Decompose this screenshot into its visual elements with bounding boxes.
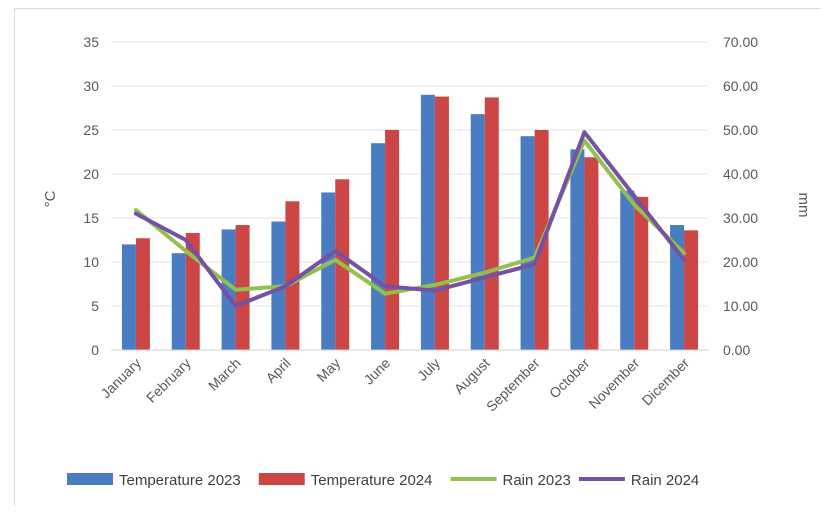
bar-temperature-2024 [285, 201, 300, 350]
y-right-tick-label: 10.00 [723, 298, 758, 314]
bar-temperature-2024 [434, 96, 449, 350]
y-right-tick-label: 30.00 [723, 210, 758, 226]
bar-temperature-2023 [321, 192, 336, 350]
x-tick-label: July [414, 355, 443, 384]
bar-temperature-2024 [634, 196, 649, 350]
bars [121, 94, 699, 350]
line-rain-2023 [133, 138, 687, 296]
legend-label: Rain 2023 [503, 472, 571, 489]
x-tick-label: May [313, 355, 343, 385]
bar-temperature-2023 [620, 190, 635, 350]
legend-label: Rain 2024 [631, 472, 699, 489]
x-tick-label: Dicember [639, 355, 693, 409]
legend-item: Temperature 2023 [67, 472, 241, 489]
rain-lines [133, 130, 687, 308]
y-left-axis-title: °C [42, 190, 59, 207]
legend-label: Temperature 2023 [119, 472, 241, 489]
x-tick-label: February [143, 355, 194, 406]
bar-temperature-2023 [520, 136, 535, 350]
y-right-tick-label: 20.00 [723, 254, 758, 270]
y-right-tick-label: 70.00 [723, 34, 758, 50]
bar-temperature-2024 [185, 232, 200, 350]
x-tick-label: June [360, 355, 393, 388]
y-left-tick-label: 35 [83, 34, 99, 50]
y-left-tick-label: 0 [91, 342, 99, 358]
bar-temperature-2024 [484, 97, 499, 350]
bar-temperature-2023 [470, 114, 485, 350]
x-tick-label: November [585, 355, 642, 412]
y-right-tick-label: 50.00 [723, 122, 758, 138]
gridlines [111, 41, 709, 351]
x-tick-label: August [451, 355, 493, 397]
legend-swatch [67, 473, 113, 485]
legend-item: Rain 2024 [578, 472, 699, 489]
legend-item: Rain 2023 [450, 472, 571, 489]
bar-temperature-2023 [221, 229, 236, 350]
bar-temperature-2023 [420, 94, 435, 350]
y-left-tick-label: 30 [83, 78, 99, 94]
x-tick-label: April [262, 355, 293, 386]
bar-temperature-2023 [371, 143, 386, 350]
y-left-tick-label: 15 [83, 210, 99, 226]
chart-frame: 0 5 10 15 20 25 30 35 0.00 10.00 20.00 30.00 40.00 5… [14, 8, 820, 506]
bar-temperature-2024 [684, 230, 699, 350]
x-tick-label: March [205, 355, 244, 394]
y-left-tick-label: 5 [91, 298, 99, 314]
bar-temperature-2024 [385, 130, 400, 350]
y-right-tick-label: 60.00 [723, 78, 758, 94]
line-rain-2024 [133, 130, 687, 308]
bar-temperature-2024 [135, 238, 150, 350]
bar-temperature-2024 [584, 157, 599, 350]
legend: Temperature 2023 Temperature 2024 Rain 202… [67, 472, 699, 489]
y-left-tick-label: 10 [83, 254, 99, 270]
y-left-tick-label: 20 [83, 166, 99, 182]
x-tick-label: September [483, 355, 543, 415]
y-left-tick-label: 25 [83, 122, 99, 138]
legend-item: Temperature 2024 [258, 472, 433, 489]
y-right-axis-title: mm [795, 193, 812, 218]
temperature-rain-chart: 0 5 10 15 20 25 30 35 0.00 10.00 20.00 30.00 40.00 5… [42, 34, 812, 489]
x-tick-label: January [98, 355, 145, 402]
y-right-axis: 0.00 10.00 20.00 30.00 40.00 50.00 60.00 70.00 [723, 34, 758, 358]
bar-temperature-2023 [570, 149, 585, 350]
legend-label: Temperature 2024 [311, 472, 433, 489]
y-left-axis: 0 5 10 15 20 25 30 35 [83, 34, 99, 358]
y-right-tick-label: 0.00 [723, 342, 750, 358]
bar-temperature-2023 [171, 253, 186, 350]
legend-swatch [258, 473, 305, 485]
y-right-tick-label: 40.00 [723, 166, 758, 182]
bar-temperature-2023 [121, 244, 136, 350]
x-tick-label: October [546, 355, 593, 402]
